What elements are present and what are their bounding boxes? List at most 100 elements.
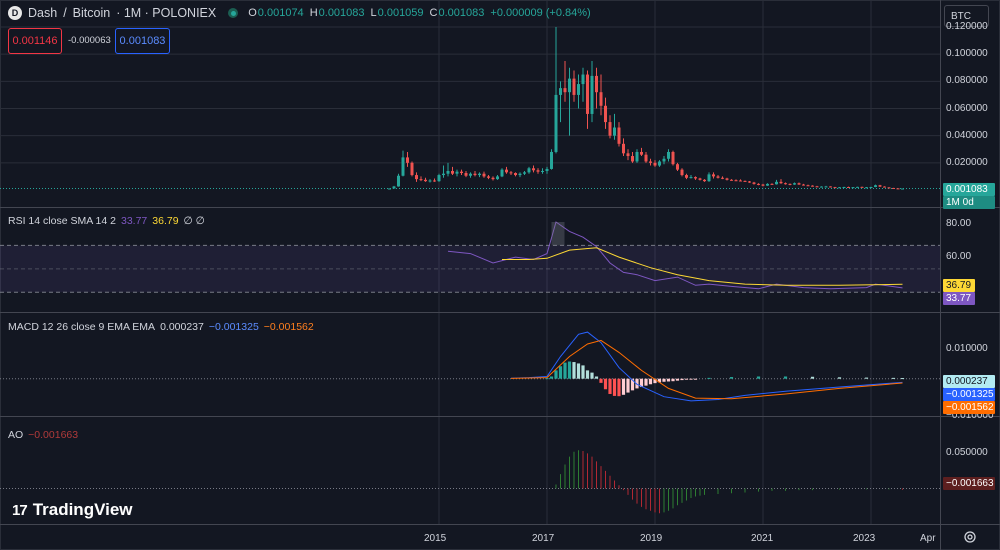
candle-body xyxy=(613,127,616,136)
macd-histogram-bar xyxy=(657,378,662,383)
time-tick: 2021 xyxy=(751,533,774,544)
candle-body xyxy=(658,161,661,166)
candle-body xyxy=(820,186,823,188)
candle-body xyxy=(811,185,814,187)
macd-histogram-bar xyxy=(549,376,554,379)
rsi-tick: 80.00 xyxy=(946,218,972,229)
candle-body xyxy=(401,157,405,176)
tradingview-logo[interactable]: 17 TradingView xyxy=(12,500,133,520)
candle-body xyxy=(496,176,499,180)
rsi-legend-extra: ∅ ∅ xyxy=(183,215,205,227)
time-tick: Apr xyxy=(920,533,936,544)
candle-body xyxy=(748,181,751,183)
price-tick: 0.060000 xyxy=(946,103,988,114)
rsi-legend[interactable]: RSI 14 close SMA 14 2 33.77 36.79 ∅ ∅ xyxy=(8,215,205,227)
candle-body xyxy=(838,187,841,189)
candle-body xyxy=(775,181,778,185)
candle-body xyxy=(437,175,441,182)
price-tick: 0.120000 xyxy=(946,21,988,32)
open-key: O xyxy=(248,7,257,19)
macd-histogram-bar xyxy=(608,378,612,394)
macd-histogram-bar xyxy=(590,372,594,379)
candle-body xyxy=(779,181,783,184)
price-tick: 0.080000 xyxy=(946,75,988,86)
candle-body xyxy=(545,168,549,171)
countdown-tag: 1M 0d xyxy=(943,196,995,209)
candle-body xyxy=(536,170,540,172)
price-tick: 0.100000 xyxy=(946,48,988,59)
currency-button[interactable]: BTC xyxy=(944,5,989,27)
open-value: 0.001074 xyxy=(257,7,304,19)
macd-histogram-bar xyxy=(621,378,626,395)
candle-body xyxy=(554,94,558,152)
macd-histogram-bar xyxy=(612,378,617,396)
macd-tag: −0.001325 xyxy=(943,388,995,401)
low-key: L xyxy=(370,7,377,19)
candle-body xyxy=(433,180,436,182)
candle-body xyxy=(487,176,490,178)
candle-body xyxy=(667,151,670,159)
macd-legend[interactable]: MACD 12 26 close 9 EMA EMA 0.000237 −0.0… xyxy=(8,321,314,333)
candle-body xyxy=(689,177,693,179)
macd-histogram-bar xyxy=(644,378,648,386)
candle-body xyxy=(739,180,742,182)
symbol-separator: / xyxy=(63,6,67,20)
candle-body xyxy=(644,154,648,162)
macd-histogram-bar xyxy=(653,378,657,384)
symbol-header[interactable]: D Dash / Bitcoin · 1M · POLONIEX O 0.0010… xyxy=(8,6,591,20)
ao-legend-value: −0.001663 xyxy=(28,429,79,441)
settings-gear-icon[interactable] xyxy=(963,530,977,544)
macd-histogram-bar xyxy=(689,378,693,380)
candle-body xyxy=(847,187,850,189)
candle-body xyxy=(514,173,517,176)
candle-body xyxy=(887,187,891,189)
sell-button[interactable]: 0.001146 xyxy=(8,28,62,54)
candle-body xyxy=(568,78,571,93)
macd-histogram-bar xyxy=(707,377,711,379)
macd-histogram-bar xyxy=(563,362,567,379)
rsi-ma-line xyxy=(502,247,903,286)
candle-body xyxy=(635,151,639,162)
last-price-tag: 0.001083 xyxy=(943,183,995,196)
macd-histogram-bar xyxy=(662,378,666,382)
candle-body xyxy=(883,186,886,188)
macd-histogram-bar xyxy=(729,377,734,379)
macd-histogram-bar xyxy=(594,376,599,379)
ohlc-readout: O 0.001074 H 0.001083 L 0.001059 C 0.001083 … xyxy=(248,7,590,19)
low-value: 0.001059 xyxy=(377,7,424,19)
candle-body xyxy=(869,187,873,189)
candle-body xyxy=(541,170,544,172)
candle-body xyxy=(770,183,774,185)
candle-body xyxy=(856,186,859,188)
candle-body xyxy=(788,183,792,185)
macd-histogram-bar xyxy=(576,363,581,379)
candle-body xyxy=(482,173,486,177)
ao-tag: −0.001663 xyxy=(943,477,995,490)
time-tick: 2017 xyxy=(532,533,555,544)
candle-body xyxy=(586,74,589,114)
tradingview-mark-icon: 17 xyxy=(12,501,28,519)
candle-body xyxy=(626,153,630,157)
candle-body xyxy=(415,175,418,180)
ao-legend[interactable]: AO −0.001663 xyxy=(8,429,78,441)
macd-histogram-bar xyxy=(810,376,815,379)
candle-body xyxy=(451,170,454,174)
macd-line xyxy=(510,331,903,402)
rsi-tick: 60.00 xyxy=(946,251,972,262)
candle-body xyxy=(842,187,846,189)
close-value: 0.001083 xyxy=(438,7,485,19)
macd-histogram-bar xyxy=(837,377,842,379)
currency-label: BTC xyxy=(951,10,971,22)
buy-button[interactable]: 0.001083 xyxy=(115,28,170,54)
candle-body xyxy=(590,75,594,114)
candle-body xyxy=(604,105,607,123)
candle-body xyxy=(752,182,756,184)
signal-legend-value: −0.001562 xyxy=(263,321,314,333)
macd-legend-value: −0.001325 xyxy=(208,321,259,333)
candle-body xyxy=(563,88,567,93)
candle-body xyxy=(707,174,711,182)
macd-histogram-bar xyxy=(671,378,675,382)
candle-body xyxy=(527,168,531,173)
tradingview-wordmark: TradingView xyxy=(32,500,133,519)
